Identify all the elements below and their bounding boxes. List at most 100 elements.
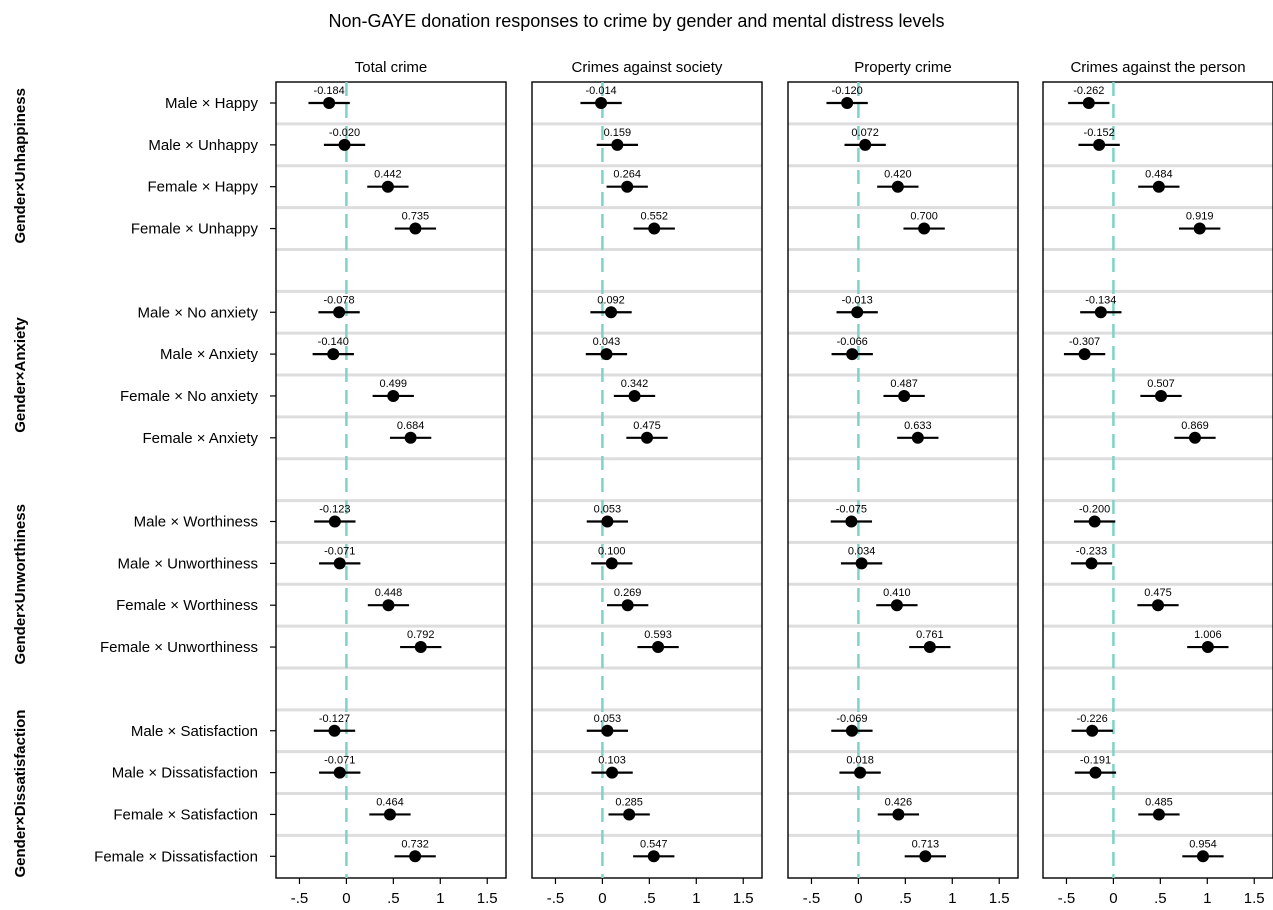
point-marker	[605, 306, 618, 319]
point-marker	[890, 599, 903, 612]
x-tick-label: 0	[342, 890, 350, 907]
point-marker	[1152, 808, 1165, 821]
data-label: -0.078	[323, 294, 354, 306]
data-label: 0.053	[594, 504, 622, 516]
x-tick-label: 1.5	[477, 890, 498, 907]
point-marker	[918, 222, 931, 235]
data-label: 0.487	[890, 378, 918, 390]
data-label: -0.013	[842, 294, 873, 306]
row-label: Female × Unworthiness	[100, 639, 258, 656]
group-label: Gender×Unhappiness	[12, 88, 29, 243]
x-tick-label: 0	[854, 890, 862, 907]
point-marker	[600, 348, 613, 361]
point-marker	[1089, 766, 1102, 779]
x-tick-label: 1	[692, 890, 700, 907]
point-marker	[323, 97, 336, 109]
point-marker	[851, 306, 864, 319]
row-label: Female × No anxiety	[120, 388, 258, 405]
data-label: -0.140	[318, 336, 349, 348]
data-label: 0.269	[614, 587, 642, 599]
point-marker	[409, 850, 422, 863]
x-tick-label: 1	[1203, 890, 1211, 907]
data-label: 0.018	[846, 755, 874, 767]
data-label: 0.342	[621, 378, 649, 390]
point-marker	[409, 222, 422, 235]
point-marker	[621, 180, 634, 193]
x-tick-label: 1.5	[1244, 890, 1265, 907]
data-label: -0.069	[836, 713, 867, 725]
data-label: 0.448	[375, 587, 403, 599]
data-label: -0.123	[319, 504, 350, 516]
data-label: 0.593	[644, 629, 672, 641]
point-marker	[1088, 515, 1101, 528]
point-marker	[1155, 389, 1168, 402]
x-tick-label: 1	[436, 890, 444, 907]
x-tick-label: -.5	[1058, 890, 1076, 907]
data-label: 0.464	[376, 796, 404, 808]
data-label: 0.475	[1144, 587, 1172, 599]
point-marker	[595, 97, 608, 109]
point-marker	[1082, 97, 1095, 109]
data-label: -0.071	[324, 755, 355, 767]
point-marker	[606, 766, 619, 779]
data-label: 0.420	[884, 169, 912, 181]
point-marker	[333, 557, 346, 570]
x-tick-label: -.5	[291, 890, 309, 907]
data-label: -0.134	[1085, 294, 1116, 306]
data-label: 0.092	[597, 294, 625, 306]
row-label: Female × Happy	[148, 179, 259, 196]
panel-frame	[275, 81, 507, 879]
group-label: Gender×Dissatisfaction	[12, 710, 29, 878]
point-marker	[327, 348, 340, 361]
panel-title: Crimes against the person	[1070, 59, 1245, 76]
data-label: 0.552	[640, 211, 668, 223]
point-marker	[621, 599, 634, 612]
point-marker	[611, 138, 624, 151]
panel-title: Property crime	[854, 59, 952, 76]
point-marker	[1085, 557, 1098, 570]
point-marker	[647, 850, 660, 863]
data-label: 0.475	[633, 420, 661, 432]
data-label: 0.053	[594, 713, 622, 725]
point-marker	[328, 724, 341, 737]
data-label: 0.159	[604, 127, 632, 139]
point-marker	[923, 641, 936, 654]
data-label: 0.732	[401, 838, 429, 850]
data-label: 0.100	[598, 545, 626, 557]
row-label: Female × Anxiety	[143, 430, 259, 447]
point-marker	[623, 808, 636, 821]
point-marker	[601, 724, 614, 737]
data-label: 0.285	[615, 796, 643, 808]
data-label: -0.127	[319, 713, 350, 725]
row-label: Male × Unworthiness	[118, 555, 258, 572]
point-marker	[1152, 180, 1165, 193]
panel-frame	[1042, 81, 1273, 879]
data-label: -0.233	[1076, 545, 1107, 557]
point-marker	[892, 808, 905, 821]
data-label: 0.633	[904, 420, 932, 432]
point-marker	[414, 641, 427, 654]
point-marker	[1152, 599, 1164, 612]
data-label: -0.307	[1069, 336, 1100, 348]
data-label: -0.200	[1079, 504, 1110, 516]
row-label: Male × Unhappy	[148, 137, 258, 154]
point-marker	[1188, 431, 1201, 444]
row-label: Female × Worthiness	[116, 597, 258, 614]
data-label: -0.014	[585, 85, 616, 97]
point-marker	[911, 431, 924, 444]
data-label: -0.020	[329, 127, 360, 139]
x-tick-label: 0	[598, 890, 606, 907]
data-label: 0.485	[1145, 796, 1173, 808]
point-marker	[333, 766, 346, 779]
row-label: Male × Satisfaction	[131, 723, 258, 740]
point-marker	[648, 222, 661, 235]
data-label: 0.507	[1147, 378, 1175, 390]
row-label: Male × Happy	[165, 95, 258, 112]
row-label: Male × Dissatisfaction	[112, 765, 258, 782]
point-marker	[898, 389, 911, 402]
x-tick-label: .5	[1154, 890, 1167, 907]
x-tick-label: .5	[643, 890, 656, 907]
point-marker	[383, 808, 396, 821]
row-label: Male × Worthiness	[134, 514, 258, 531]
